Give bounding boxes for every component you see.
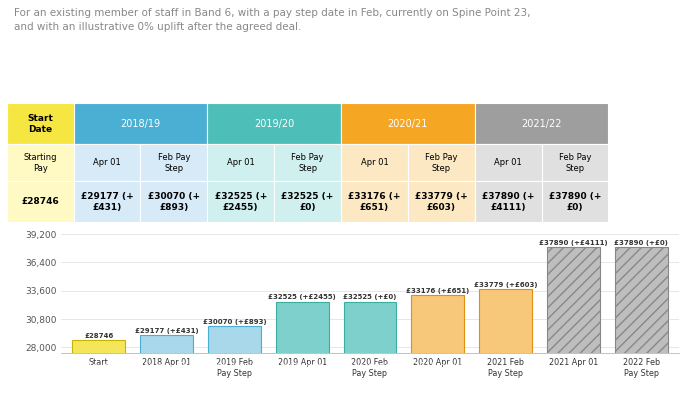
Bar xyxy=(341,181,408,222)
Bar xyxy=(274,144,341,181)
Bar xyxy=(74,103,207,144)
Text: £32525 (+£2455): £32525 (+£2455) xyxy=(268,294,336,300)
Text: Apr 01: Apr 01 xyxy=(361,159,388,167)
Bar xyxy=(207,181,274,222)
Bar xyxy=(408,181,475,222)
Bar xyxy=(207,144,274,181)
Text: Full Fact: Full Fact xyxy=(653,395,682,404)
Bar xyxy=(276,302,329,411)
Bar xyxy=(542,181,608,222)
Bar xyxy=(344,302,396,411)
Text: Feb Pay
Step: Feb Pay Step xyxy=(158,153,190,173)
Text: Feb Pay
Step: Feb Pay Step xyxy=(291,153,324,173)
Text: £33176 (+£651): £33176 (+£651) xyxy=(406,288,469,294)
Bar xyxy=(615,247,668,411)
Text: £33779 (+
£603): £33779 (+ £603) xyxy=(415,192,468,212)
Bar xyxy=(7,181,74,222)
Bar xyxy=(408,144,475,181)
Text: £37890 (+
£0): £37890 (+ £0) xyxy=(549,192,601,212)
Text: £29177 (+£431): £29177 (+£431) xyxy=(135,328,198,334)
Bar xyxy=(542,144,608,181)
Text: £32525 (+
£0): £32525 (+ £0) xyxy=(282,192,333,212)
Text: £30070 (+
£893): £30070 (+ £893) xyxy=(148,192,200,212)
Bar xyxy=(274,181,341,222)
Bar xyxy=(208,326,261,411)
Bar xyxy=(475,181,542,222)
Text: £30070 (+£893): £30070 (+£893) xyxy=(203,319,266,325)
Text: £29177 (+
£431): £29177 (+ £431) xyxy=(80,192,134,212)
Text: £32525 (+£0): £32525 (+£0) xyxy=(343,294,397,300)
Text: £37890 (+£4111): £37890 (+£4111) xyxy=(539,240,608,246)
Bar xyxy=(475,103,608,144)
Text: £32525 (+
£2455): £32525 (+ £2455) xyxy=(215,192,267,212)
Bar xyxy=(341,144,408,181)
Text: £28746: £28746 xyxy=(84,332,113,339)
Text: 2021/22: 2021/22 xyxy=(521,119,562,129)
Text: Apr 01: Apr 01 xyxy=(494,159,522,167)
Bar xyxy=(341,103,475,144)
Bar xyxy=(547,247,600,411)
Text: £28746: £28746 xyxy=(21,197,59,206)
Bar xyxy=(140,144,207,181)
Bar xyxy=(475,144,542,181)
Bar xyxy=(479,289,532,411)
Bar xyxy=(7,144,74,181)
Text: £37890 (+£0): £37890 (+£0) xyxy=(614,240,668,246)
Text: Start
Date: Start Date xyxy=(27,113,53,134)
Text: £33779 (+£603): £33779 (+£603) xyxy=(474,282,537,288)
Bar xyxy=(74,144,140,181)
Bar xyxy=(7,103,74,144)
Text: Feb Pay
Step: Feb Pay Step xyxy=(425,153,458,173)
Text: Feb Pay
Step: Feb Pay Step xyxy=(559,153,591,173)
Polygon shape xyxy=(644,379,672,410)
Bar xyxy=(72,340,125,411)
Text: 2020/21: 2020/21 xyxy=(387,119,428,129)
Bar xyxy=(140,181,207,222)
Bar xyxy=(207,103,341,144)
Text: £37890 (+
£4111): £37890 (+ £4111) xyxy=(482,192,534,212)
Bar xyxy=(74,181,140,222)
Text: 2018/19: 2018/19 xyxy=(121,119,160,129)
Text: For an existing member of staff in Band 6, with a pay step date in Feb, currentl: For an existing member of staff in Band … xyxy=(14,8,530,32)
Text: Apr 01: Apr 01 xyxy=(93,159,121,167)
Text: 2019/20: 2019/20 xyxy=(254,119,295,129)
Bar xyxy=(140,335,193,411)
Text: Starting
Pay: Starting Pay xyxy=(23,153,57,173)
Text: Source: NHS Employers: Pay Journey Tool (https://www.nhsemployers.org/your-workf: Source: NHS Employers: Pay Journey Tool … xyxy=(10,362,481,384)
Text: £33176 (+
£651): £33176 (+ £651) xyxy=(349,192,400,212)
Bar xyxy=(411,295,464,411)
Text: Apr 01: Apr 01 xyxy=(227,159,254,167)
